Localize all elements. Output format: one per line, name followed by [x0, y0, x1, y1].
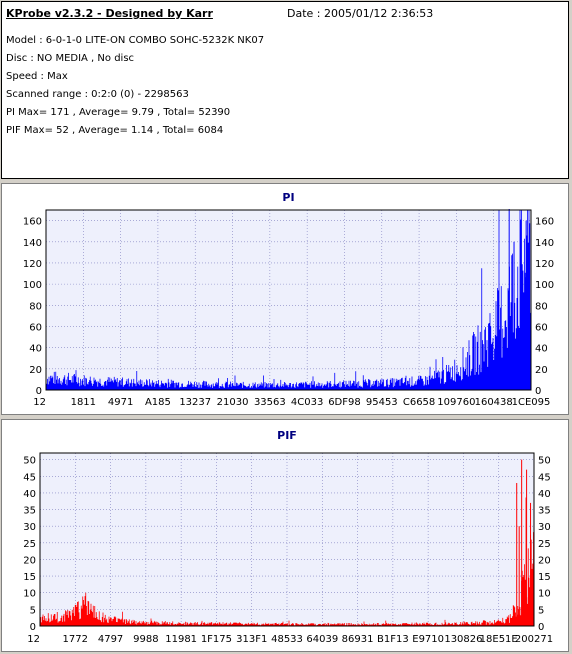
x-tick-label: 4797 — [98, 634, 123, 645]
x-tick-label: 200271 — [515, 634, 553, 645]
y-tick-label-right: 40 — [538, 489, 551, 500]
y-tick-label-right: 0 — [538, 622, 544, 633]
x-tick-label: 12 — [33, 397, 46, 408]
y-tick-label-right: 60 — [535, 322, 548, 333]
y-tick-label-left: 140 — [23, 238, 42, 249]
y-tick-label-left: 160 — [23, 217, 42, 228]
y-tick-label-left: 45 — [23, 472, 36, 483]
y-tick-label-right: 10 — [538, 589, 551, 600]
y-tick-label-left: 0 — [36, 386, 42, 397]
x-tick-label: 48533 — [271, 634, 303, 645]
x-tick-label: 130826 — [444, 634, 482, 645]
pi-chart: PI 0 0 20 20 40 40 60 60 80 80 100 100 120 120 140 140 16… — [23, 191, 554, 408]
pi-stats-line: PI Max= 171 , Average= 9.79 , Total= 523… — [6, 107, 231, 118]
x-tick-label: 6DF98 — [328, 397, 361, 408]
y-tick-label-right: 40 — [535, 344, 548, 355]
info-panel: KProbe v2.3.2 - Designed by Karr Date : … — [1, 1, 569, 179]
x-tick-label: 64039 — [306, 634, 338, 645]
chart-title: PI — [282, 191, 294, 204]
x-tick-label: 313F1 — [236, 634, 267, 645]
y-tick-label-left: 35 — [23, 506, 36, 517]
scan-date: Date : 2005/01/12 2:36:53 — [287, 7, 434, 20]
y-tick-label-left: 0 — [30, 622, 36, 633]
y-tick-label-left: 120 — [23, 259, 42, 270]
y-tick-label-right: 25 — [538, 539, 551, 550]
y-tick-label-right: 160 — [535, 217, 554, 228]
y-tick-label-left: 50 — [23, 456, 36, 467]
plot-frame — [45, 209, 532, 391]
x-tick-label: 1CE095 — [512, 397, 551, 408]
x-tick-label: 1772 — [63, 634, 88, 645]
x-tick-label: 13237 — [179, 397, 211, 408]
x-tick-label: 9988 — [133, 634, 158, 645]
y-tick-label-right: 35 — [538, 506, 551, 517]
y-tick-label-right: 140 — [535, 238, 554, 249]
plot-area — [45, 209, 532, 391]
x-tick-label: A185 — [145, 397, 171, 408]
x-tick-label: 109760 — [437, 397, 475, 408]
y-tick-label-right: 50 — [538, 456, 551, 467]
x-tick-label: E9710 — [412, 634, 444, 645]
y-tick-label-left: 20 — [23, 555, 36, 566]
speed-line: Speed : Max — [6, 71, 68, 82]
x-tick-label: 18E51E — [480, 634, 518, 645]
x-tick-label: 86931 — [342, 634, 374, 645]
x-tick-label: B1F13 — [377, 634, 409, 645]
y-tick-label-right: 100 — [535, 280, 554, 291]
y-tick-label-left: 15 — [23, 572, 36, 583]
pif-chart: PIF 0 0 5 5 10 10 15 15 20 20 25 25 30 30 35 35 40 40 45 45 5… — [23, 429, 553, 645]
y-tick-label-left: 40 — [23, 489, 36, 500]
y-tick-label-right: 5 — [538, 605, 544, 616]
x-tick-label: 1F175 — [201, 634, 232, 645]
y-tick-label-left: 25 — [23, 539, 36, 550]
y-tick-label-right: 20 — [538, 555, 551, 566]
range-line: Scanned range : 0:2:0 (0) - 2298563 — [6, 89, 189, 100]
pi-chart-panel: PI 0 0 20 20 40 40 60 60 80 80 100 100 120 120 140 140 16… — [1, 183, 569, 415]
y-tick-label-right: 15 — [538, 572, 551, 583]
x-tick-label: C6658 — [403, 397, 435, 408]
x-tick-label: 95453 — [366, 397, 398, 408]
y-tick-label-left: 40 — [29, 344, 42, 355]
y-tick-label-left: 60 — [29, 322, 42, 333]
plot-frame — [39, 452, 535, 627]
x-tick-label: 12 — [27, 634, 40, 645]
y-tick-label-left: 10 — [23, 589, 36, 600]
y-tick-label-right: 20 — [535, 365, 548, 376]
disc-line: Disc : NO MEDIA , No disc — [6, 53, 135, 64]
model-line: Model : 6-0-1-0 LITE-ON COMBO SOHC-5232K… — [6, 35, 265, 46]
x-tick-label: 4971 — [108, 397, 133, 408]
x-tick-label: 33563 — [254, 397, 286, 408]
y-tick-label-left: 100 — [23, 280, 42, 291]
y-tick-label-left: 80 — [29, 301, 42, 312]
x-tick-label: 160438 — [475, 397, 513, 408]
y-tick-label-right: 120 — [535, 259, 554, 270]
y-tick-label-right: 45 — [538, 472, 551, 483]
x-tick-label: 1811 — [71, 397, 96, 408]
pif-stats-line: PIF Max= 52 , Average= 1.14 , Total= 608… — [6, 125, 224, 136]
y-tick-label-left: 30 — [23, 522, 36, 533]
pif-chart-panel: PIF 0 0 5 5 10 10 15 15 20 20 25 25 30 30 35 35 40 40 45 45 5… — [1, 419, 569, 652]
x-tick-label: 4C033 — [291, 397, 323, 408]
y-tick-label-right: 0 — [535, 386, 541, 397]
y-tick-label-right: 30 — [538, 522, 551, 533]
x-tick-label: 21030 — [217, 397, 249, 408]
y-tick-label-left: 5 — [30, 605, 36, 616]
chart-title: PIF — [277, 429, 297, 442]
y-tick-label-left: 20 — [29, 365, 42, 376]
y-tick-label-right: 80 — [535, 301, 548, 312]
app-title: KProbe v2.3.2 - Designed by Karr — [6, 7, 213, 20]
x-tick-label: 11981 — [165, 634, 197, 645]
